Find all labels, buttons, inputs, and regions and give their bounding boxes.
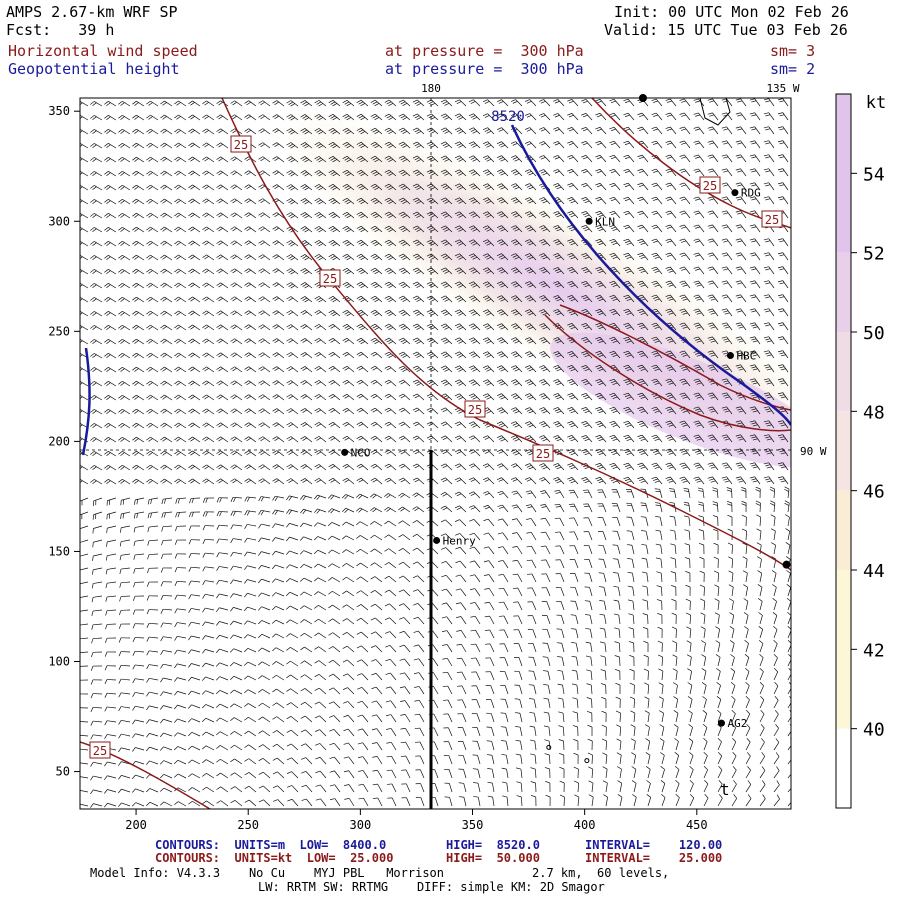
station-label: KLN	[595, 215, 615, 228]
x-tick-label: 400	[574, 818, 596, 832]
x-tick-label: 200	[125, 818, 147, 832]
contour-label: 25	[93, 744, 107, 758]
colorbar-level-label: 42	[863, 640, 885, 661]
footer-wind-contours: CONTOURS: UNITS=kt LOW= 25.000	[155, 851, 393, 865]
colorbar-level-label: 52	[863, 244, 885, 265]
station-label: HBC	[736, 350, 756, 363]
y-tick-label: 100	[48, 655, 70, 669]
colorbar-segment	[836, 94, 851, 253]
footer-height-interval: INTERVAL= 120.00	[585, 838, 722, 852]
station-label: Henry	[443, 534, 476, 547]
x-tick-label: 250	[237, 818, 259, 832]
contour-label: 25	[468, 403, 482, 417]
colorbar-segment	[836, 332, 851, 411]
colorbar-level-label: 54	[863, 164, 885, 185]
station-label: NCO	[351, 446, 371, 459]
contour-label: 25	[703, 179, 717, 193]
station-dot	[433, 537, 440, 544]
station-dot	[718, 720, 725, 727]
height-label-8520: 8520	[491, 109, 525, 125]
colorbar-segment	[836, 253, 851, 332]
x-tick-label: 300	[350, 818, 372, 832]
contour-label: 25	[765, 213, 779, 227]
colorbar-level-label: 46	[863, 482, 885, 503]
y-tick-label: 350	[48, 104, 70, 118]
colorbar: kt 40 42 44 46 48 50 52 54	[836, 93, 886, 808]
y-tick-label: 50	[56, 765, 70, 779]
pole-marker-icon: t	[720, 780, 730, 799]
contour-label: 25	[323, 272, 337, 286]
y-axis: 50 100 150 200 250 300 350	[48, 104, 80, 778]
station-label: RDG	[741, 187, 761, 200]
colorbar-segment	[836, 570, 851, 729]
station-dot	[586, 218, 593, 225]
colorbar-level-label: 40	[863, 720, 885, 741]
site-marker	[783, 561, 790, 568]
footer-physics: LW: RRTM SW: RRTMG DIFF: simple KM: 2D S…	[258, 880, 605, 894]
meridian-135w-label: 135 W	[766, 82, 799, 95]
station-label: AG2	[727, 717, 747, 730]
footer-height-contours: CONTOURS: UNITS=m LOW= 8400.0	[155, 838, 386, 852]
map-figure: 25 25 25 25 25 25 25 8520 180 135 W 90 W…	[0, 0, 900, 900]
y-tick-label: 150	[48, 544, 70, 558]
footer-wind-interval: INTERVAL= 25.000	[585, 851, 722, 865]
y-tick-label: 300	[48, 214, 70, 228]
contour-label: 25	[536, 447, 550, 461]
colorbar-unit: kt	[866, 93, 886, 113]
y-tick-label: 200	[48, 434, 70, 448]
colorbar-level-label: 44	[863, 561, 885, 582]
footer-model-resolution: 2.7 km, 60 levels,	[532, 866, 669, 880]
footer-model-info: Model Info: V4.3.3 No Cu MYJ PBL Morriso…	[90, 866, 444, 880]
station-dot	[727, 352, 734, 359]
colorbar-segment	[836, 491, 851, 570]
y-tick-label: 250	[48, 324, 70, 338]
station-dot	[341, 449, 348, 456]
station-dot	[731, 189, 738, 196]
meridian-90w-label: 90 W	[800, 445, 827, 458]
site-marker	[639, 95, 646, 102]
colorbar-segment	[836, 411, 851, 490]
meridian-180-label: 180	[421, 82, 441, 95]
footer-wind-high: HIGH= 50.000	[446, 851, 540, 865]
x-tick-label: 350	[462, 818, 484, 832]
colorbar-segment	[836, 729, 851, 808]
x-axis: 200 250 300 350 400 450	[125, 809, 707, 832]
contour-label: 25	[234, 138, 248, 152]
colorbar-level-label: 50	[863, 323, 885, 344]
x-tick-label: 450	[686, 818, 708, 832]
colorbar-level-label: 48	[863, 402, 885, 423]
footer-height-high: HIGH= 8520.0	[446, 838, 540, 852]
